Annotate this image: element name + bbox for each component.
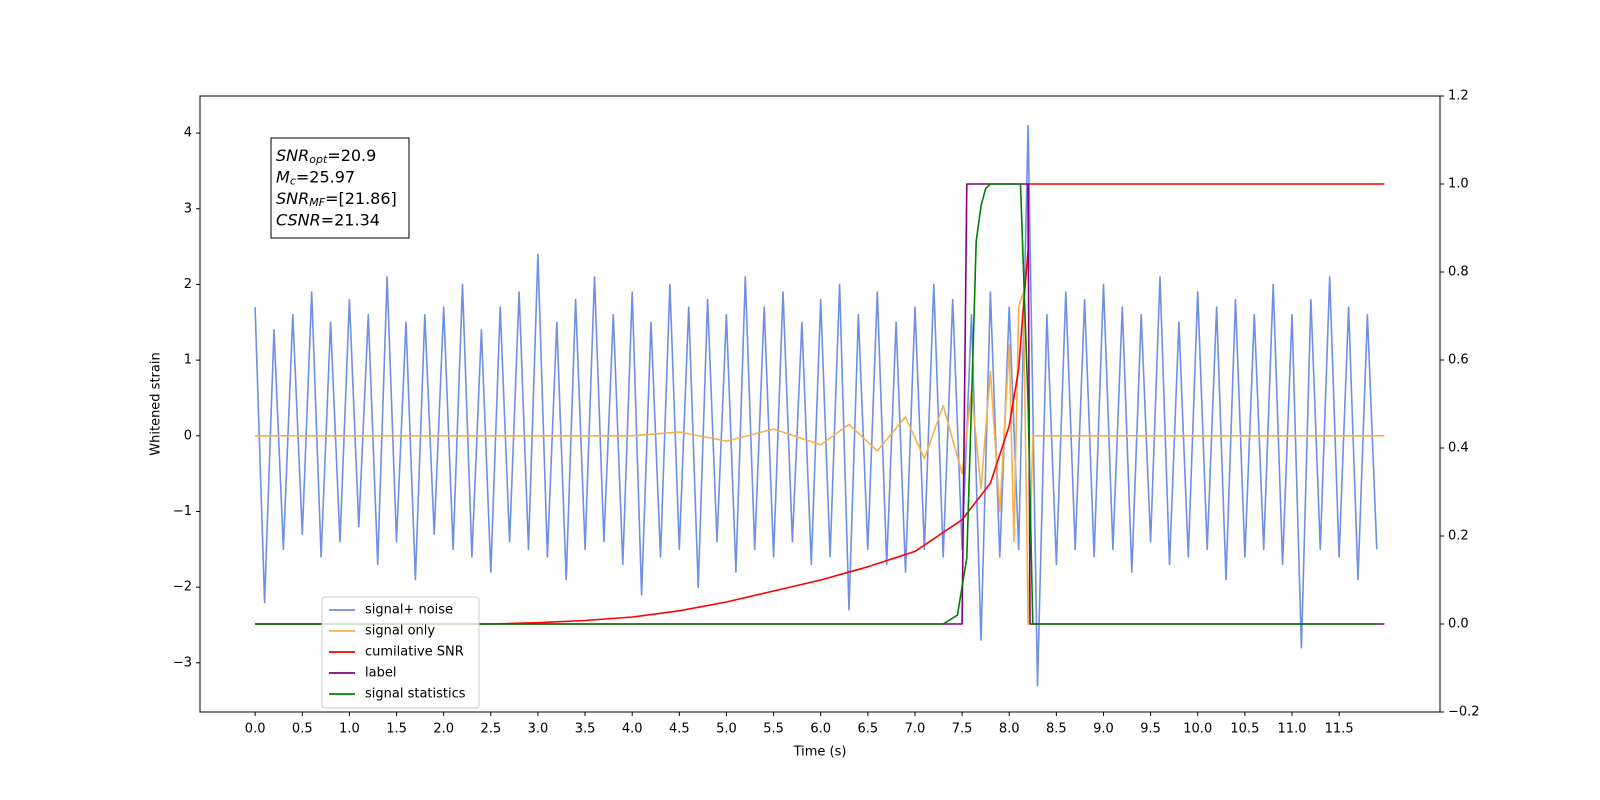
x-tick-label: 6.5: [857, 722, 878, 737]
y-tick-label: 2: [184, 277, 192, 292]
y2-tick-label: 0.6: [1448, 353, 1469, 368]
x-tick-label: 6.0: [810, 722, 831, 737]
annotation-symbol: SNR: [276, 189, 309, 208]
legend-label: label: [365, 666, 396, 681]
y-axis-label: Whitened strain: [149, 352, 164, 455]
y-tick-label: −3: [173, 655, 192, 670]
annotation-value: =25.97: [296, 167, 355, 186]
y2-tick-label: 0.2: [1448, 529, 1469, 544]
x-tick-label: 3.5: [575, 722, 596, 737]
x-tick-label: 7.0: [905, 722, 926, 737]
x-tick-label: 11.0: [1278, 722, 1307, 737]
annotation: Mc=25.97: [276, 167, 355, 188]
x-tick-label: 3.0: [528, 722, 549, 737]
y-tick-label: −1: [173, 504, 192, 519]
y-tick-label: 1: [184, 353, 192, 368]
x-tick-label: 4.0: [622, 722, 643, 737]
y2-tick-label: 0.4: [1448, 441, 1469, 456]
series-line: [255, 183, 1385, 625]
annotation-value: =21.34: [321, 210, 380, 229]
annotation: SNRopt=20.9: [276, 146, 376, 167]
annotation-symbol: M: [276, 167, 290, 186]
x-tick-label: 8.0: [999, 722, 1020, 737]
x-tick-label: 4.5: [669, 722, 690, 737]
y-tick-label: 4: [184, 126, 192, 141]
annotation-value: =20.9: [327, 146, 376, 165]
legend-label: signal statistics: [365, 687, 466, 702]
x-tick-label: 9.0: [1093, 722, 1114, 737]
y2-tick-label: 0.8: [1448, 265, 1469, 280]
annotation-subscript: c: [290, 175, 296, 188]
x-tick-label: 5.5: [763, 722, 784, 737]
x-tick-label: 9.5: [1140, 722, 1161, 737]
annotation-symbol: SNR: [276, 146, 309, 165]
legend-box: [321, 596, 480, 709]
x-tick-label: 0.0: [245, 722, 266, 737]
x-tick-label: 5.0: [716, 722, 737, 737]
series-line: [255, 291, 1385, 626]
x-tick-label: 2.0: [433, 722, 454, 737]
y-tick-label: −2: [173, 580, 192, 595]
x-tick-label: 10.0: [1183, 722, 1212, 737]
y2-tick-label: 1.0: [1448, 177, 1469, 192]
legend-label: signal only: [365, 624, 435, 639]
y2-tick-label: 1.2: [1448, 89, 1469, 104]
annotation: CSNR=21.34: [276, 210, 380, 229]
x-tick-label: 2.5: [480, 722, 501, 737]
y2-tick-label: 0.0: [1448, 617, 1469, 632]
series-line: [255, 183, 1385, 625]
x-tick-label: 0.5: [292, 722, 313, 737]
series-line: [254, 124, 1378, 687]
legend-label: signal+ noise: [365, 603, 453, 618]
x-tick-label: 7.5: [952, 722, 973, 737]
annotation: SNRMF=[21.86]: [276, 189, 397, 210]
y-tick-label: 0: [184, 428, 192, 443]
plot-frame: [199, 95, 1441, 713]
annotation-subscript: opt: [309, 153, 328, 166]
x-tick-label: 10.5: [1230, 722, 1259, 737]
x-tick-label: 1.0: [339, 722, 360, 737]
y2-tick-label: −0.2: [1448, 705, 1480, 720]
annotation-box: [270, 137, 410, 239]
y-tick-label: 3: [184, 201, 192, 216]
annotation-value: =[21.86]: [325, 189, 397, 208]
x-tick-label: 1.5: [386, 722, 407, 737]
series-line: [255, 183, 1377, 625]
legend-label: cumilative SNR: [365, 645, 464, 660]
annotation-symbol: CSNR: [276, 210, 321, 229]
annotation-subscript: MF: [309, 196, 325, 209]
x-tick-label: 11.5: [1325, 722, 1354, 737]
x-tick-label: 8.5: [1046, 722, 1067, 737]
x-axis-label: Time (s): [793, 745, 847, 760]
